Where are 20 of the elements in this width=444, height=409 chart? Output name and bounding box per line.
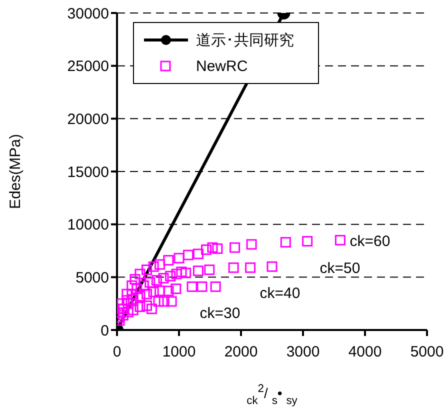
y-tick-label: 25000: [67, 58, 109, 76]
y-tick-label: 15000: [67, 164, 109, 181]
annotation: ck=40: [260, 285, 300, 302]
annotation: ck=60: [350, 233, 390, 250]
annotation: ck=30: [200, 305, 240, 322]
y-tick-label: 20000: [67, 110, 109, 128]
x-tick-label: 4000: [348, 344, 382, 361]
annotation: ck=50: [320, 260, 360, 277]
y-axis-title: Edes(MPa): [7, 134, 24, 210]
x-tick-label: 0: [112, 344, 122, 361]
x-tick-label: 2000: [224, 344, 258, 361]
y-tick-label: 0: [100, 322, 109, 340]
x-tick-label: 3000: [286, 344, 320, 361]
legend-label: 道示･共同研究: [196, 30, 294, 50]
y-tick-label: 5000: [76, 269, 109, 286]
legend-label: NewRC: [196, 58, 248, 74]
y-tick-label: 10000: [67, 216, 109, 234]
y-tick-label: 30000: [67, 5, 109, 22]
x-tick-label: 5000: [410, 344, 444, 361]
x-tick-label: 1000: [162, 344, 196, 361]
